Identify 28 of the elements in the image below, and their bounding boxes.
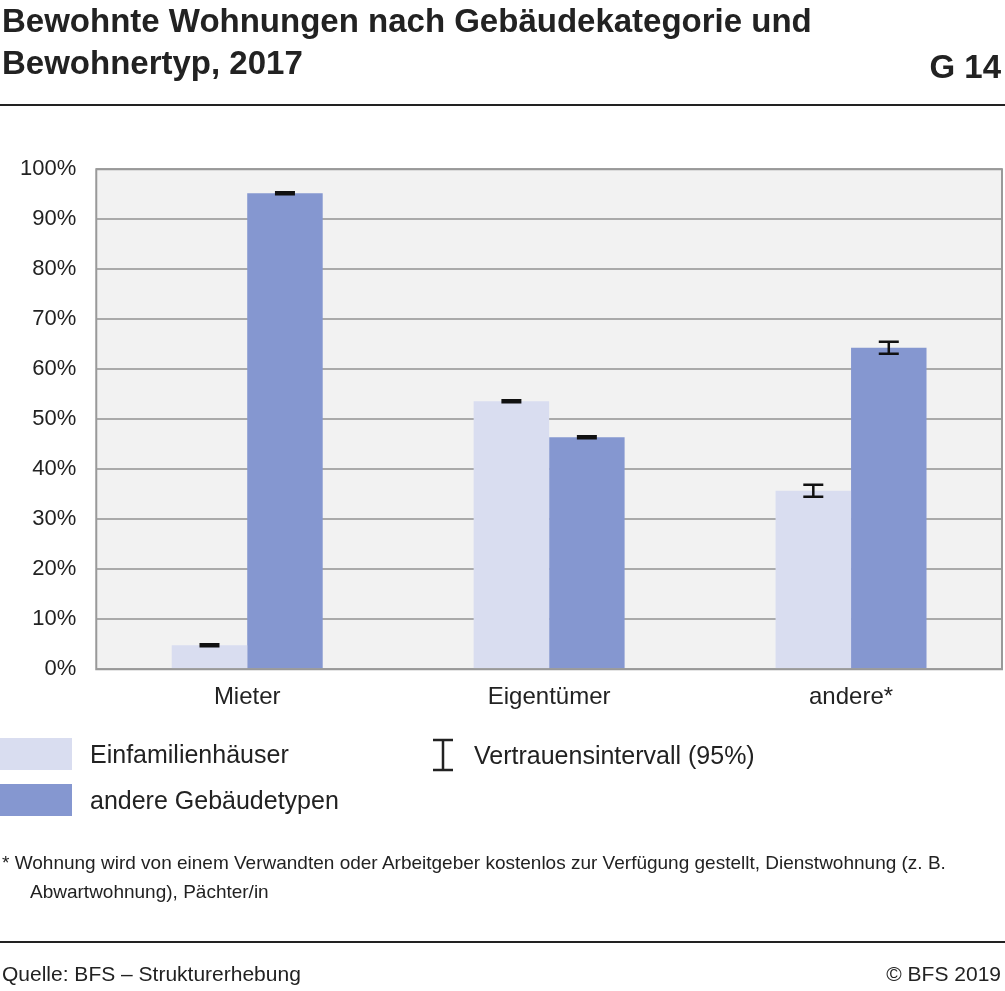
y-tick-label: 70% bbox=[32, 305, 77, 331]
text: © BFS 2019 bbox=[886, 962, 1001, 986]
y-tick-label: 100% bbox=[19, 155, 77, 181]
text: Vertrauensintervall (95%) bbox=[474, 740, 755, 770]
bar bbox=[549, 437, 625, 669]
bar bbox=[247, 193, 323, 669]
y-tick-label: 40% bbox=[32, 455, 77, 481]
x-tick-label: Mieter bbox=[213, 682, 281, 710]
x-tick-label: andere* bbox=[809, 682, 894, 710]
y-tick-label: 10% bbox=[32, 605, 77, 631]
y-tick-label: 30% bbox=[32, 505, 77, 531]
y-tick-label: 20% bbox=[32, 555, 77, 581]
source-note: Quelle: BFS – Strukturerhebung bbox=[2, 962, 301, 986]
bar bbox=[775, 490, 852, 669]
y-tick-label: 90% bbox=[32, 205, 77, 231]
bar bbox=[851, 347, 927, 669]
legend-label: andere Gebäudetypen bbox=[90, 785, 339, 815]
x-tick-label: Eigentümer bbox=[487, 682, 611, 710]
chart-subtitle: G 14 bbox=[929, 48, 1001, 86]
bar bbox=[473, 401, 550, 669]
y-tick-label: 50% bbox=[32, 405, 77, 431]
text: * Wohnung wird von einem Verwandten oder Arbeitgeber kostenlos zur Verfügung gestellt, Dienstwohnung (z. B. Abwartwohnung), Pächter/in bbox=[2, 851, 947, 904]
bar bbox=[171, 645, 248, 669]
chart-title: Bewohnte Wohnungen nach Gebäudekategorie und Bewohnertyp, 2017 bbox=[2, 1, 813, 83]
y-tick-label: 0% bbox=[44, 655, 77, 681]
legend-label: Einfamilienhäuser bbox=[90, 739, 289, 769]
y-tick-label: 80% bbox=[32, 255, 77, 281]
y-tick-label: 60% bbox=[32, 355, 77, 381]
